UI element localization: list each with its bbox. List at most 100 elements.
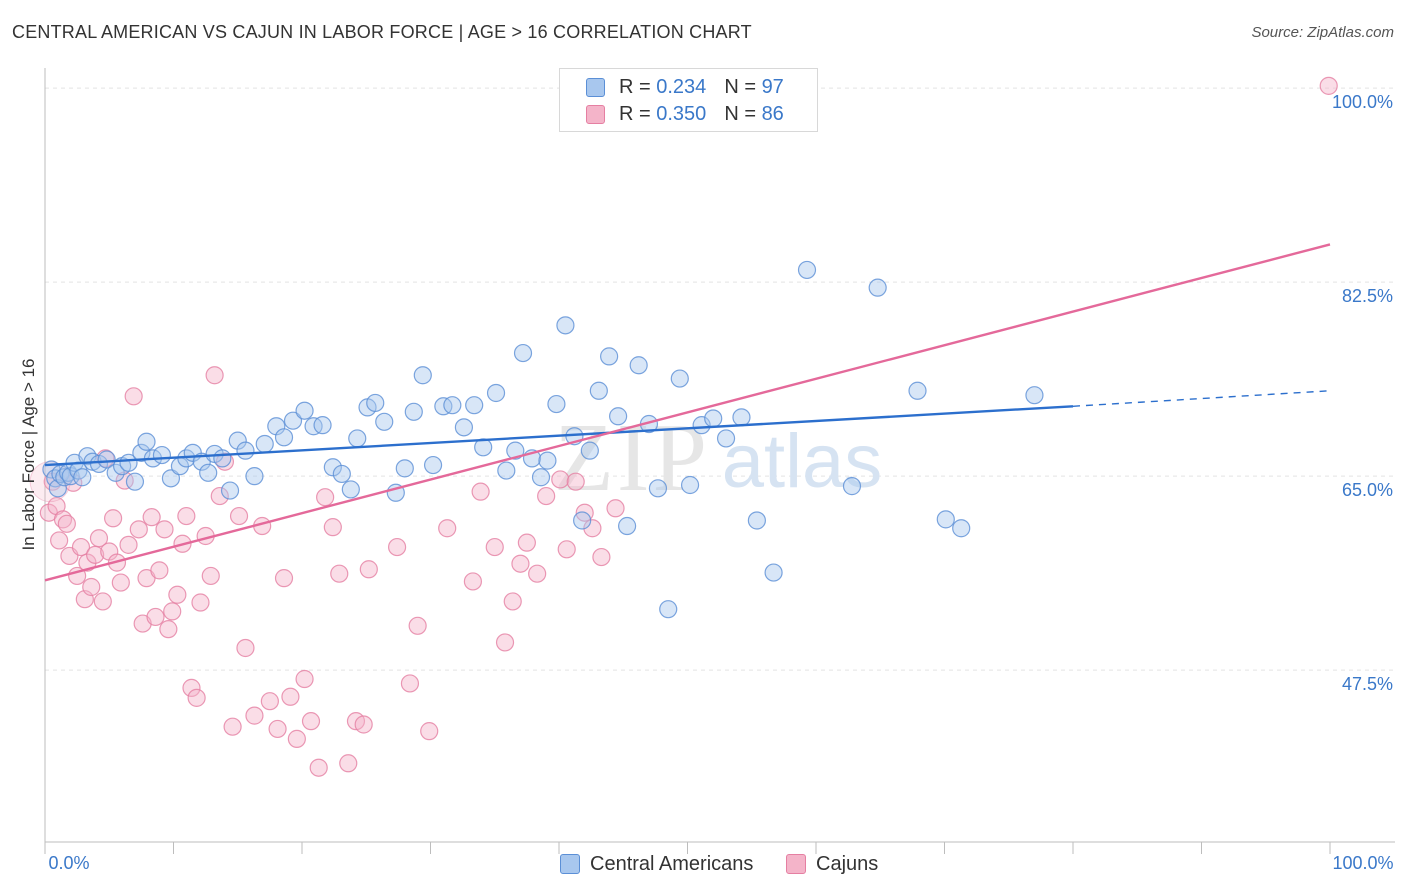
cajun-point: [566, 472, 585, 491]
cajun-point: [82, 577, 101, 597]
central-american-point: [648, 479, 668, 498]
central-american-point: [413, 366, 432, 385]
central-americans-trend-line: [44, 405, 1074, 467]
central-american-point: [295, 401, 314, 420]
central-american-point: [680, 475, 700, 495]
y-tick-label: 47.5%: [1342, 674, 1393, 694]
central-american-point: [97, 450, 116, 469]
cajun-point: [295, 669, 314, 689]
central-american-point: [573, 511, 592, 530]
cajun-point: [205, 366, 224, 385]
watermark-zip: ZIP: [554, 404, 710, 512]
cajun-point: [89, 529, 109, 548]
bottom-legend-label: Central Americans: [590, 852, 754, 875]
cajun-point: [210, 486, 229, 506]
legend-n-value: 97: [761, 75, 784, 98]
bottom-legend-central-americans: Central Americans: [560, 851, 753, 877]
central-american-point: [454, 418, 474, 437]
central-american-point: [283, 411, 303, 430]
central-american-point: [137, 432, 156, 451]
cajun-point: [339, 754, 358, 773]
cajuns-trend-line: [44, 243, 1331, 582]
central-american-point: [106, 463, 125, 482]
central-american-point: [670, 369, 689, 388]
grid-lines: [45, 87, 1395, 671]
central-american-point: [228, 431, 247, 450]
cajun-point: [606, 499, 625, 518]
central-american-point: [48, 479, 67, 498]
central-american-point: [465, 396, 484, 415]
central-american-point: [732, 408, 751, 427]
cajun-point: [142, 508, 161, 527]
bottom-legend-swatch-pink: [786, 854, 806, 874]
cajun-point: [551, 470, 570, 489]
cajun-point: [155, 520, 174, 539]
central-american-point: [716, 429, 736, 448]
cajun-point: [281, 687, 300, 706]
cajun-point: [50, 531, 69, 550]
cajun-point: [537, 486, 556, 506]
cajun-point: [150, 561, 169, 580]
central-american-point: [513, 343, 533, 363]
central-american-point: [161, 469, 181, 488]
central-american-point: [531, 468, 551, 487]
central-american-point: [323, 458, 342, 477]
central-american-point: [629, 356, 648, 375]
central-american-point: [797, 260, 817, 280]
central-american-point: [497, 461, 516, 480]
cajuns-points: [29, 76, 1338, 777]
cajun-point: [124, 387, 143, 406]
cajun-point: [274, 569, 294, 588]
central-american-point: [486, 383, 506, 403]
cajun-point: [408, 616, 427, 635]
bottom-legend-swatch-blue: [560, 854, 580, 874]
cajun-point: [159, 620, 178, 639]
cajun-point: [57, 514, 76, 533]
legend-r-value: 0.350: [656, 102, 707, 125]
legend-row-cajuns: R = 0.350 N = 86: [586, 102, 784, 126]
central-american-point: [313, 416, 332, 435]
central-american-point: [609, 407, 628, 426]
central-american-point: [589, 381, 608, 400]
cajun-point: [187, 688, 206, 707]
central-american-point: [506, 441, 525, 460]
legend-n-label: N =: [724, 75, 756, 98]
central-american-point: [659, 600, 678, 619]
cajun-point: [78, 553, 97, 572]
central-american-point: [423, 455, 443, 475]
central-american-point: [255, 434, 274, 454]
central-american-point: [274, 428, 294, 447]
cajun-point: [168, 585, 187, 604]
central-american-point: [404, 402, 423, 421]
cajun-point: [191, 593, 210, 612]
legend-row-central-americans: R = 0.234 N = 97: [586, 75, 784, 99]
axis-labels: 47.5% 65.0% 82.5% 100.0% 0.0% 100.0% In Labor …: [19, 92, 1394, 873]
central-american-point: [580, 441, 599, 460]
central-american-point: [220, 481, 240, 500]
cajun-point: [517, 533, 536, 552]
cajun-point: [229, 506, 249, 526]
central-american-point: [1025, 386, 1044, 405]
cajun-point: [354, 715, 373, 734]
central-american-point: [692, 416, 711, 435]
cajun-point: [420, 722, 439, 741]
chart-title: CENTRAL AMERICAN VS CAJUN IN LABOR FORCE…: [12, 22, 752, 42]
cajun-point: [71, 537, 91, 557]
cajun-point: [359, 560, 378, 579]
cajun-point: [301, 712, 321, 731]
cajun-point: [268, 719, 287, 739]
cajun-point: [236, 638, 255, 658]
y-tick-label: 100.0%: [1332, 92, 1393, 112]
cajun-point: [93, 592, 112, 611]
cajun-point: [387, 537, 407, 557]
legend-swatch-pink: [586, 104, 605, 124]
central-american-point: [868, 278, 887, 297]
cajun-point: [309, 758, 328, 777]
central-american-point: [132, 443, 151, 462]
central-american-point: [600, 347, 619, 366]
y-tick-label: 82.5%: [1342, 286, 1393, 306]
cajun-point: [119, 535, 138, 554]
central-american-point: [443, 396, 462, 415]
cajun-point: [1319, 76, 1338, 95]
